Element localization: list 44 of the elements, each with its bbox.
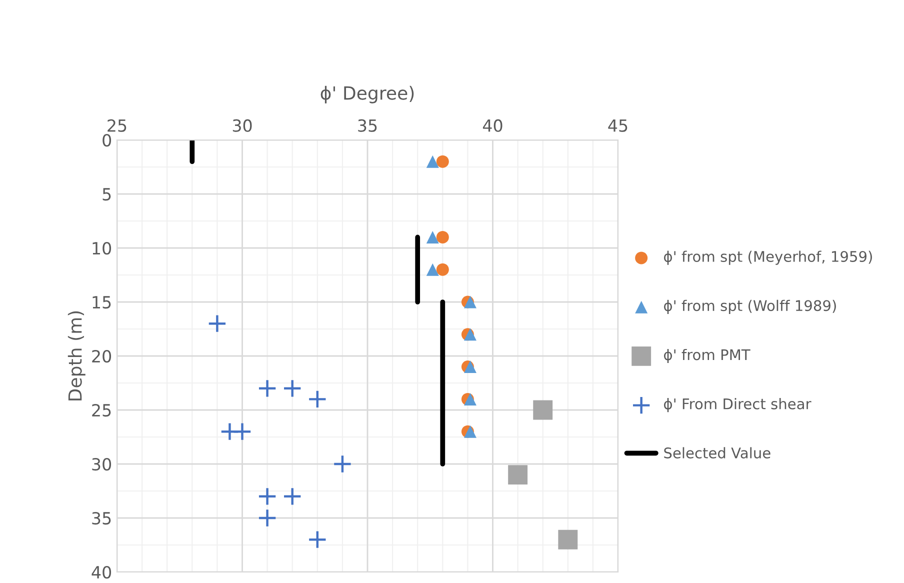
- point: [464, 328, 476, 341]
- point: [426, 155, 439, 168]
- y-tick-label: 30: [92, 458, 112, 471]
- x-tick-label: 35: [358, 119, 377, 132]
- y-tick-label: 0: [102, 134, 112, 147]
- point: [436, 155, 449, 168]
- point: [258, 486, 277, 506]
- y-tick-label: 40: [92, 566, 112, 579]
- point: [558, 530, 578, 550]
- y-tick-label: 35: [92, 512, 111, 525]
- point: [282, 486, 302, 506]
- y-tick-label: 20: [92, 350, 112, 363]
- point: [308, 390, 327, 409]
- point: [436, 263, 449, 276]
- legend-label: ϕ' from spt (Wolff 1989): [664, 300, 836, 314]
- point: [208, 314, 227, 334]
- point: [282, 378, 302, 398]
- y-tick-label: 25: [92, 404, 111, 417]
- x-axis-title: ϕ' Degree): [320, 86, 414, 104]
- legend-label: ϕ' from spt (Meyerhof, 1959): [664, 250, 872, 265]
- point: [436, 230, 449, 244]
- point: [333, 454, 352, 474]
- point: [464, 392, 476, 406]
- point: [533, 400, 553, 420]
- legend-label: Selected Value: [664, 447, 770, 458]
- legend-label: ϕ' From Direct shear: [664, 398, 812, 412]
- y-tick-label: 10: [92, 242, 112, 255]
- point: [464, 296, 476, 308]
- x-tick-label: 40: [482, 119, 502, 132]
- x-tick-label: 30: [232, 119, 252, 132]
- point: [464, 360, 476, 374]
- point: [508, 465, 528, 485]
- point: [464, 425, 476, 438]
- point: [232, 422, 252, 442]
- x-tick-label: 45: [608, 120, 628, 132]
- legend-label: ϕ' from PMT: [664, 348, 750, 364]
- point: [258, 508, 277, 528]
- point: [426, 263, 439, 276]
- point: [258, 378, 277, 398]
- y-axis-title: Depth (m): [68, 311, 86, 400]
- point: [308, 530, 327, 550]
- y-tick-label: 15: [92, 296, 111, 309]
- y-tick-label: 5: [102, 188, 111, 201]
- point: [426, 230, 439, 244]
